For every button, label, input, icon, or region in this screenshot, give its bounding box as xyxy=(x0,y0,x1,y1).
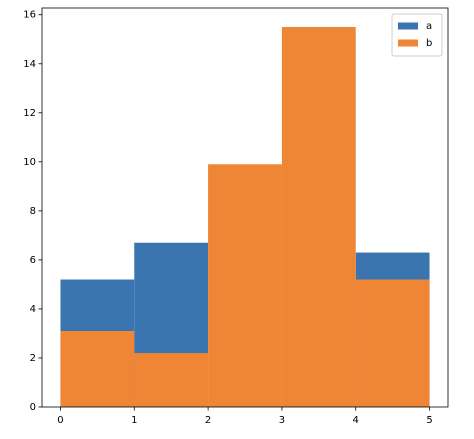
x-tick-label: 0 xyxy=(57,415,63,426)
y-tick-label: 14 xyxy=(23,59,36,70)
axes-frame xyxy=(41,7,449,408)
legend-swatch xyxy=(398,22,418,30)
y-tick-label: 4 xyxy=(30,304,36,315)
y-tick-label: 2 xyxy=(30,353,36,364)
x-tick-label: 3 xyxy=(279,415,285,426)
bar xyxy=(355,279,430,407)
x-tick-label: 2 xyxy=(205,415,211,426)
bar xyxy=(208,164,282,407)
legend-label: b xyxy=(426,38,432,49)
bar xyxy=(281,27,356,407)
y-tick-label: 8 xyxy=(30,206,36,217)
y-tick-label: 10 xyxy=(23,157,36,168)
y-tick-label: 0 xyxy=(30,402,36,413)
bar xyxy=(134,353,209,407)
legend-label: a xyxy=(426,21,432,32)
bar xyxy=(60,331,135,407)
x-tick-label: 1 xyxy=(131,415,137,426)
legend-frame xyxy=(391,13,443,57)
y-tick-label: 6 xyxy=(30,255,36,266)
x-tick-label: 4 xyxy=(353,415,359,426)
x-tick-label: 5 xyxy=(426,415,432,426)
y-tick-label: 12 xyxy=(23,108,36,119)
legend-swatch xyxy=(398,39,418,47)
y-tick-label: 16 xyxy=(23,10,36,21)
